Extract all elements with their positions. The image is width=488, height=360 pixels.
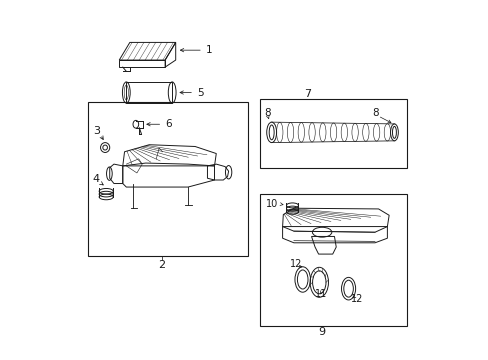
Text: 8: 8 (263, 108, 270, 118)
Text: 9: 9 (318, 327, 325, 337)
Bar (126, 82, 172, 103)
Bar (260, 99, 406, 168)
Text: 12: 12 (289, 258, 301, 269)
Text: 2: 2 (158, 260, 165, 270)
Text: 5: 5 (180, 87, 203, 98)
Text: 10: 10 (265, 199, 278, 209)
Text: 11: 11 (315, 289, 327, 298)
Text: 12: 12 (350, 294, 363, 304)
Bar (87, 102, 247, 256)
Text: 3: 3 (93, 126, 101, 136)
Text: 1: 1 (180, 45, 212, 55)
Bar (260, 194, 406, 327)
Text: 8: 8 (372, 108, 378, 118)
Text: 6: 6 (146, 119, 171, 129)
Text: 7: 7 (304, 89, 311, 99)
Text: 4: 4 (92, 174, 99, 184)
